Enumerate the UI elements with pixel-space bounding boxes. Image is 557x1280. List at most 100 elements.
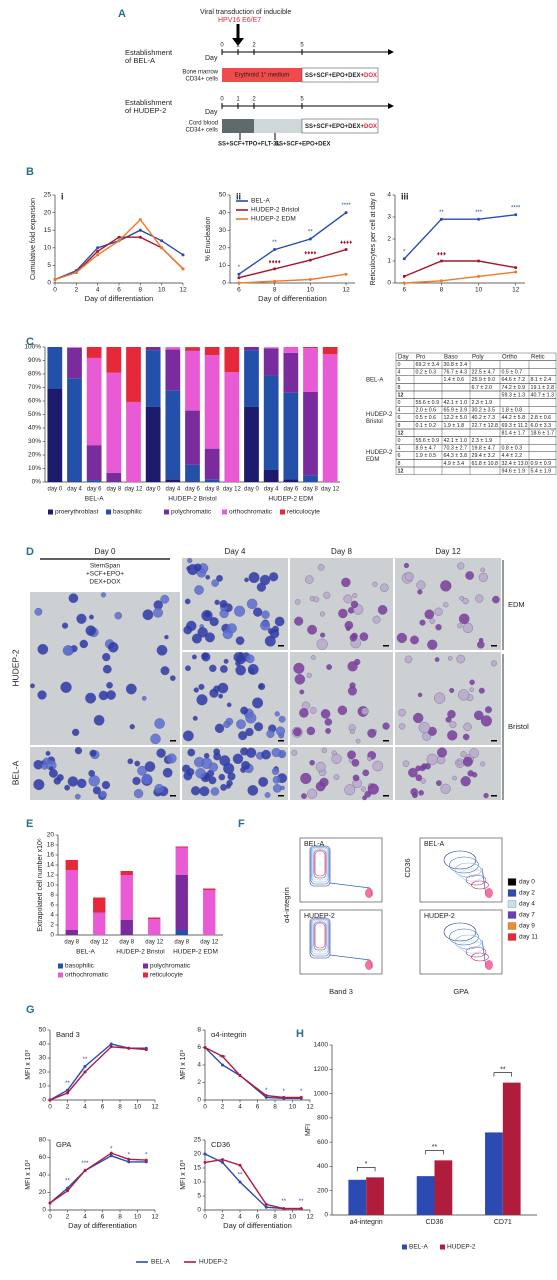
table-cell: 6 [398,415,401,421]
legend-swatch [164,509,169,515]
x-tick-label: 10 [134,1214,142,1221]
scale-bar [170,740,176,742]
cell [307,788,318,799]
series-line [204,1046,302,1099]
cell [437,747,447,758]
cell [208,762,219,772]
bar-segment [175,875,188,930]
contour [314,850,326,877]
significance: ** [432,1144,438,1151]
data-point [83,1169,87,1173]
bar-segment [263,347,279,349]
y-axis-label: Cumulative fold expansion [30,198,37,280]
cell [220,784,227,791]
cell [311,655,316,660]
cell [452,775,457,781]
legend-label: day 7 [519,912,535,919]
y-tick-label: 50% [28,411,41,418]
cell [319,777,329,787]
cell [269,572,279,582]
series-line [204,1047,302,1099]
medium-box [301,67,379,83]
cell [241,760,251,770]
bar-segment [203,888,216,890]
legend-label: proerythroblast [55,509,99,516]
x-tick-label: 4 [83,1214,87,1221]
day-tick-label: 2 [252,43,256,49]
table-cell: 81.4 ± 1.7 [502,430,526,436]
bar-segment [47,347,63,389]
dox-text: DOX [364,73,377,79]
table-cell: 19.1 ± 2.8 [531,385,555,391]
cell [236,719,246,730]
cell [434,607,443,616]
cell [34,607,43,616]
column-label: Day 4 [225,547,246,556]
cell [480,715,492,727]
cell [341,577,351,588]
y-tick-label: 40 [219,209,227,216]
x-tick-label: day 4 [165,487,180,493]
x-tick-label: day 12 [321,487,340,493]
table-cell: 2.3 ± 1.9 [472,400,493,406]
data-point [344,248,348,252]
cell [271,767,280,776]
cell [478,572,488,582]
bar-segment [303,348,318,392]
y-axis-label: MFI x 10³ [180,1160,187,1190]
cell [307,624,317,635]
cell [160,666,170,676]
x-tick-label: 10 [158,287,166,294]
day-tick-label: 0 [220,43,224,49]
y-axis-label: Extrapolated cell number x10⁶ [37,838,44,932]
cell [218,693,224,699]
y-tick-label: 0 [324,1212,328,1219]
significance: *** [219,1056,227,1062]
cell [306,672,312,678]
data-point [83,1064,87,1068]
data-point [299,1207,303,1211]
cell [367,728,377,738]
y-tick-label: 80 [39,1137,47,1144]
panel-label: C [26,336,34,348]
table-cell: 6.7 ± 2.0 [472,385,493,391]
bar-segment [47,388,63,482]
bar-segment [263,469,279,482]
day-label: Day [205,55,218,62]
cell [85,625,97,636]
cell [106,681,113,689]
scale-bar [491,645,497,647]
cell [459,595,465,601]
legend-label: orthochromatic [229,509,273,516]
cell [214,723,225,733]
cell [72,728,80,736]
chart-label: i [61,191,64,201]
legend-label: BEL-A [251,198,270,205]
cell [447,709,456,719]
table-cell: 1.8 ± 0.8 [502,408,523,414]
chart-title: CD36 [211,1140,230,1149]
data-point [221,1160,224,1164]
cell [64,784,71,791]
chart-label: ii [236,191,241,201]
y-tick-label: 10 [219,262,227,269]
legend-label: basophilic [65,963,95,970]
table-group: BEL-A [366,377,383,383]
data-point [53,277,57,281]
table-header: Pro [416,355,426,361]
cell [238,652,244,657]
cell [469,687,474,692]
cell [492,595,500,604]
cell [399,723,406,730]
cell [245,654,255,664]
y-tick-label: 0 [42,1097,46,1104]
cell [272,775,281,784]
significance: * [265,1088,268,1094]
y-tick-label: 2 [197,1079,201,1086]
cell [184,598,191,605]
x-tick-label: 0 [48,1214,52,1221]
table-cell: 22.7 ± 12.8 [472,423,499,429]
cell [226,623,237,634]
sample-label: BEL-A [424,841,445,848]
